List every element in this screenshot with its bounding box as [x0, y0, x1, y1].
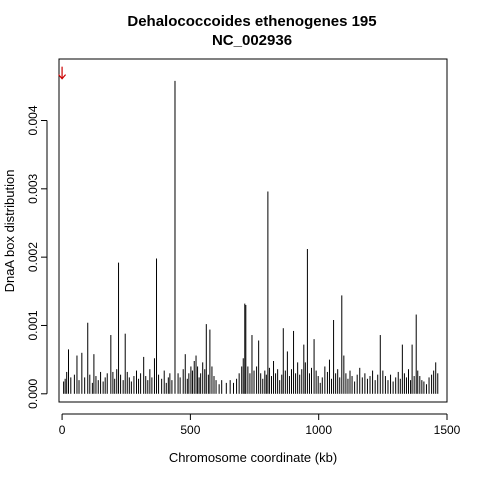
bars-group: [63, 80, 439, 394]
y-tick-label-3: 0.003: [26, 173, 40, 203]
x-tick-label-1: 500: [180, 423, 200, 437]
x-tick-label-3: 1500: [434, 423, 461, 437]
chart-subtitle: NC_002936: [212, 32, 292, 49]
arrow-down-icon: [58, 74, 67, 80]
y-tick-label-4: 0.004: [26, 105, 40, 135]
y-axis-label: DnaA box distribution: [2, 170, 17, 293]
y-tick-label-1: 0.001: [26, 310, 40, 340]
chart-title: Dehalococcoides ethenogenes 195: [127, 13, 376, 30]
y-tick-label-0: 0.000: [26, 378, 40, 408]
x-axis: 0 500 1000 1500: [59, 413, 461, 437]
x-tick-label-0: 0: [59, 423, 66, 437]
x-axis-label: Chromosome coordinate (kb): [169, 450, 337, 465]
y-tick-label-2: 0.002: [26, 242, 40, 272]
origin-marker: [58, 66, 67, 80]
plot-frame: [58, 58, 448, 403]
y-axis: 0.000 0.001 0.002 0.003 0.004: [26, 105, 48, 409]
x-tick-label-2: 1000: [305, 423, 332, 437]
